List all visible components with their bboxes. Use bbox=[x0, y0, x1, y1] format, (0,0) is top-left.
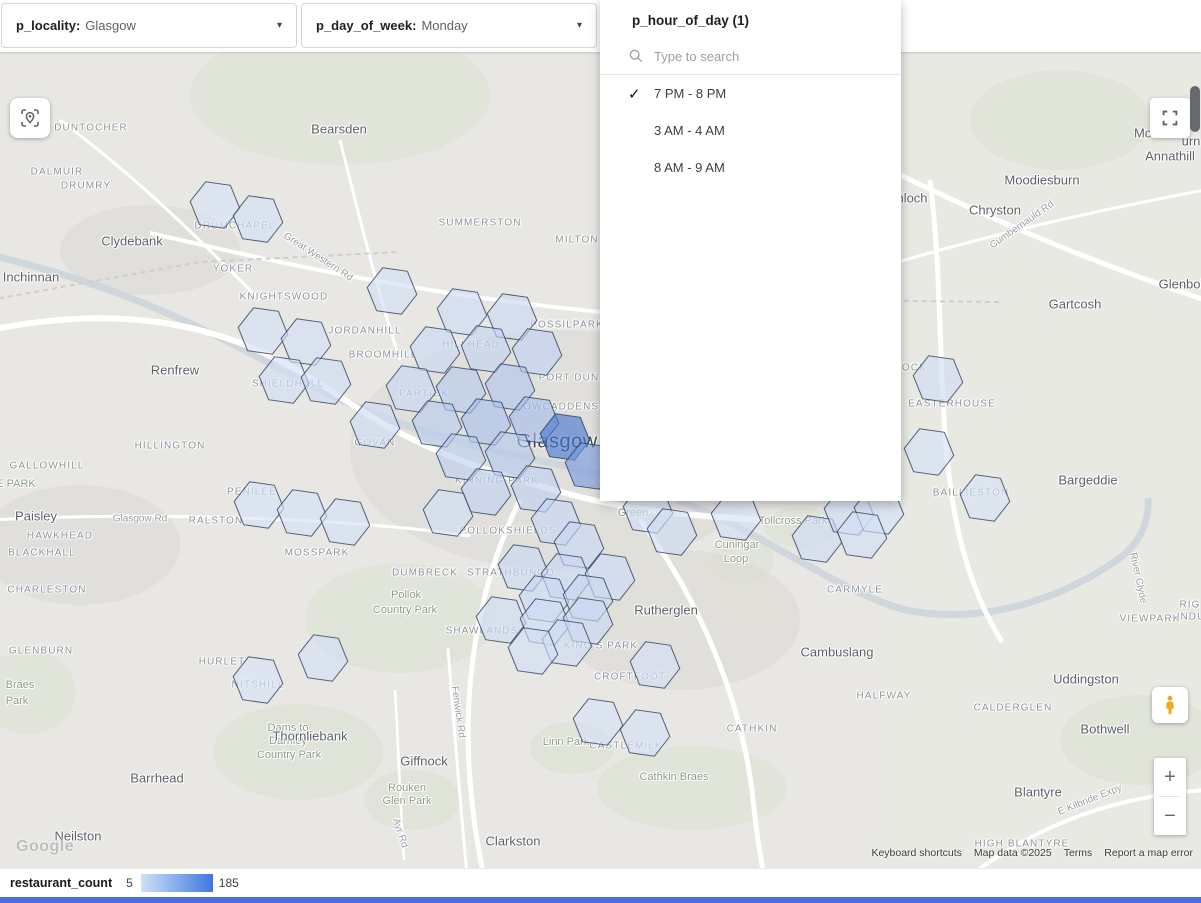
filter-day-of-week-dropdown[interactable]: p_day_of_week: Monday ▾ bbox=[301, 3, 597, 48]
fullscreen-icon bbox=[1162, 110, 1178, 126]
hex-cell[interactable] bbox=[237, 307, 289, 355]
zoom-in-button[interactable]: + bbox=[1164, 765, 1176, 788]
hex-cell[interactable] bbox=[511, 328, 563, 376]
filter-value: Monday bbox=[421, 18, 468, 33]
search-icon bbox=[629, 49, 643, 63]
hex-cell[interactable] bbox=[912, 355, 964, 403]
hex-cell[interactable] bbox=[572, 698, 624, 746]
filter-label: p_day_of_week: bbox=[316, 18, 417, 33]
check-icon: ✓ bbox=[628, 85, 641, 103]
legend-title: restaurant_count bbox=[10, 876, 113, 890]
zoom-control: + − bbox=[1154, 758, 1186, 835]
hex-cell[interactable] bbox=[836, 511, 888, 559]
hex-cell[interactable] bbox=[507, 627, 559, 675]
dropdown-search-row bbox=[600, 38, 901, 75]
zoom-out-button[interactable]: − bbox=[1164, 804, 1176, 827]
hex-cell[interactable] bbox=[366, 267, 418, 315]
dropdown-option[interactable]: 8 AM - 9 AM bbox=[600, 149, 901, 186]
fullscreen-button[interactable] bbox=[1150, 98, 1190, 138]
search-input[interactable] bbox=[652, 47, 856, 65]
map-data-text: Map data ©2025 bbox=[973, 847, 1052, 859]
street-view-pegman-button[interactable] bbox=[1152, 687, 1188, 723]
hex-cell[interactable] bbox=[319, 498, 371, 546]
dropdown-option-label: 7 PM - 8 PM bbox=[654, 86, 727, 101]
legend-gradient-swatch bbox=[140, 874, 213, 892]
hex-cell[interactable] bbox=[300, 357, 352, 405]
filter-label: p_locality: bbox=[16, 18, 81, 33]
hex-cell[interactable] bbox=[189, 181, 241, 229]
dropdown-title: p_hour_of_day (1) bbox=[632, 13, 750, 28]
chevron-down-icon: ▾ bbox=[576, 20, 582, 31]
vertical-scrollbar-thumb[interactable] bbox=[1190, 86, 1200, 132]
location-pin-icon bbox=[21, 109, 39, 127]
filter-value: Glasgow bbox=[85, 18, 136, 33]
dropdown-option-list: ✓ 7 PM - 8 PM 3 AM - 4 AM 8 AM - 9 AM bbox=[600, 75, 901, 186]
legend-max-value: 185 bbox=[218, 876, 239, 890]
map-attribution: Keyboard shortcuts Map data ©2025 Terms … bbox=[871, 847, 1193, 859]
hex-cell[interactable] bbox=[232, 656, 284, 704]
legend-min-value: 5 bbox=[126, 876, 133, 890]
my-location-button[interactable] bbox=[10, 98, 50, 138]
hex-cell[interactable] bbox=[619, 709, 671, 757]
filter-locality-dropdown[interactable]: p_locality: Glasgow ▾ bbox=[1, 3, 297, 48]
hex-cell[interactable] bbox=[409, 326, 461, 374]
dropdown-option-label: 3 AM - 4 AM bbox=[654, 123, 725, 138]
hex-cell[interactable] bbox=[460, 468, 512, 516]
zoom-divider bbox=[1159, 796, 1181, 797]
hex-cell[interactable] bbox=[349, 401, 401, 449]
hex-cell[interactable] bbox=[276, 489, 328, 537]
hex-cell[interactable] bbox=[258, 356, 310, 404]
hex-cell[interactable] bbox=[233, 481, 285, 529]
keyboard-shortcuts-link[interactable]: Keyboard shortcuts bbox=[871, 847, 962, 859]
hex-cell[interactable] bbox=[297, 634, 349, 682]
horizontal-scrollbar[interactable] bbox=[0, 897, 1201, 903]
google-logo[interactable]: Google bbox=[16, 838, 75, 855]
terms-link[interactable]: Terms bbox=[1063, 847, 1093, 859]
hex-cell[interactable] bbox=[646, 508, 698, 556]
chevron-down-icon: ▾ bbox=[276, 20, 282, 31]
hex-cell[interactable] bbox=[280, 318, 332, 366]
report-map-error-link[interactable]: Report a map error bbox=[1104, 847, 1193, 859]
hex-cell[interactable] bbox=[629, 641, 681, 689]
dropdown-option[interactable]: ✓ 7 PM - 8 PM bbox=[600, 75, 901, 112]
hex-cell[interactable] bbox=[232, 195, 284, 243]
hex-cell[interactable] bbox=[903, 428, 955, 476]
hour-of-day-dropdown-panel: p_hour_of_day (1) ✓ 7 PM - 8 PM 3 AM - 4 A… bbox=[600, 0, 901, 501]
hex-cell[interactable] bbox=[959, 474, 1011, 522]
hex-cell[interactable] bbox=[475, 596, 527, 644]
dropdown-option-label: 8 AM - 9 AM bbox=[654, 160, 725, 175]
dropdown-option[interactable]: 3 AM - 4 AM bbox=[600, 112, 901, 149]
hex-cell[interactable] bbox=[422, 489, 474, 537]
pegman-icon bbox=[1166, 695, 1174, 715]
legend-bar: restaurant_count 5 185 bbox=[0, 868, 1201, 897]
